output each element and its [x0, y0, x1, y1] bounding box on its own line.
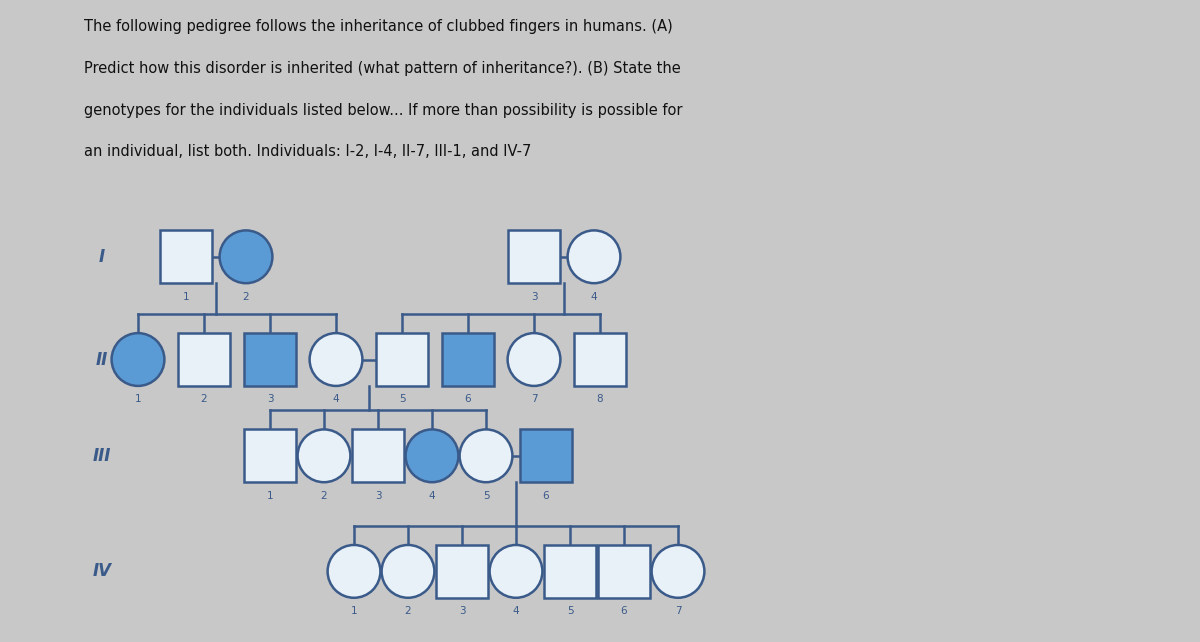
Text: 2: 2: [320, 490, 328, 501]
FancyBboxPatch shape: [598, 545, 650, 598]
Text: 1: 1: [266, 490, 274, 501]
Text: 6: 6: [464, 394, 472, 404]
Text: I: I: [98, 248, 106, 266]
Text: 2: 2: [200, 394, 208, 404]
Ellipse shape: [112, 333, 164, 386]
FancyBboxPatch shape: [178, 333, 230, 386]
Ellipse shape: [406, 429, 458, 482]
FancyBboxPatch shape: [160, 230, 212, 283]
Text: 4: 4: [512, 606, 520, 616]
FancyBboxPatch shape: [442, 333, 494, 386]
Text: 5: 5: [482, 490, 490, 501]
Text: 5: 5: [566, 606, 574, 616]
Text: 3: 3: [266, 394, 274, 404]
Ellipse shape: [298, 429, 350, 482]
Text: 1: 1: [182, 291, 190, 302]
FancyBboxPatch shape: [352, 429, 404, 482]
Text: 8: 8: [596, 394, 604, 404]
Text: 3: 3: [530, 291, 538, 302]
Ellipse shape: [220, 230, 272, 283]
Text: 7: 7: [674, 606, 682, 616]
Text: 4: 4: [332, 394, 340, 404]
Ellipse shape: [508, 333, 560, 386]
Text: genotypes for the individuals listed below... If more than possibility is possib: genotypes for the individuals listed bel…: [84, 103, 683, 117]
Text: 3: 3: [374, 490, 382, 501]
Text: 6: 6: [620, 606, 628, 616]
Text: 2: 2: [242, 291, 250, 302]
Text: 3: 3: [458, 606, 466, 616]
FancyBboxPatch shape: [520, 429, 572, 482]
Text: 7: 7: [530, 394, 538, 404]
Ellipse shape: [460, 429, 512, 482]
Text: 1: 1: [134, 394, 142, 404]
FancyBboxPatch shape: [376, 333, 428, 386]
FancyBboxPatch shape: [244, 429, 296, 482]
Text: 5: 5: [398, 394, 406, 404]
Text: The following pedigree follows the inheritance of clubbed fingers in humans. (A): The following pedigree follows the inher…: [84, 19, 673, 34]
FancyBboxPatch shape: [244, 333, 296, 386]
Ellipse shape: [310, 333, 362, 386]
Ellipse shape: [328, 545, 380, 598]
Text: III: III: [92, 447, 112, 465]
FancyBboxPatch shape: [436, 545, 488, 598]
Text: 1: 1: [350, 606, 358, 616]
FancyBboxPatch shape: [508, 230, 560, 283]
Text: II: II: [96, 351, 108, 369]
Text: 2: 2: [404, 606, 412, 616]
FancyBboxPatch shape: [544, 545, 596, 598]
Ellipse shape: [568, 230, 620, 283]
Text: 4: 4: [590, 291, 598, 302]
Ellipse shape: [490, 545, 542, 598]
Text: IV: IV: [92, 562, 112, 580]
Text: an individual, list both. Individuals: I-2, I-4, II-7, III-1, and IV-7: an individual, list both. Individuals: I…: [84, 144, 532, 159]
Text: Predict how this disorder is inherited (what pattern of inheritance?). (B) State: Predict how this disorder is inherited (…: [84, 61, 680, 76]
Text: 4: 4: [428, 490, 436, 501]
Text: 6: 6: [542, 490, 550, 501]
FancyBboxPatch shape: [574, 333, 626, 386]
Ellipse shape: [382, 545, 434, 598]
Ellipse shape: [652, 545, 704, 598]
